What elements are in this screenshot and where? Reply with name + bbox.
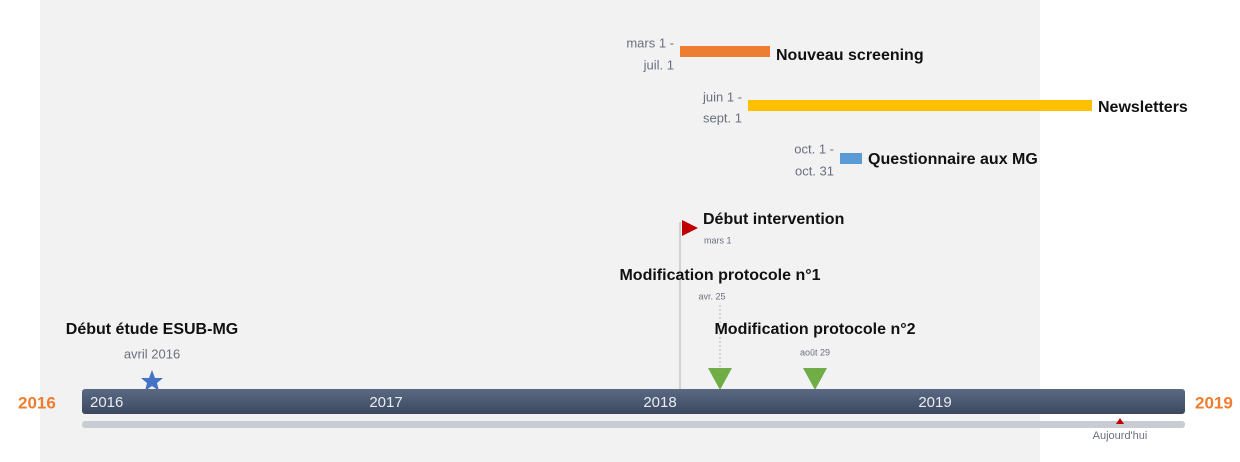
task-date-start: juin 1 -: [702, 89, 742, 104]
today-label: Aujourd'hui: [1093, 430, 1148, 442]
milestone-label: Modification protocole n°1: [619, 267, 820, 284]
timeline-shadow: [82, 421, 1185, 428]
milestone-date: août 29: [800, 347, 830, 357]
task-date-end: sept. 1: [703, 110, 742, 125]
task-bar: [680, 46, 770, 57]
today-marker: [1116, 418, 1124, 424]
milestone-marker: [708, 368, 732, 390]
task-date-end: oct. 31: [795, 163, 834, 178]
task-date-start: oct. 1 -: [794, 141, 834, 156]
year-label: 2018: [643, 394, 676, 411]
task-label: Questionnaire aux MG: [868, 151, 1038, 168]
task-bar: [840, 153, 862, 164]
task-date-end: juil. 1: [643, 57, 674, 72]
milestone-date: avril 2016: [124, 346, 180, 361]
milestone-date: avr. 25: [698, 291, 725, 301]
background-panel: [40, 0, 1040, 462]
task-date-start: mars 1 -: [626, 35, 674, 50]
task-label: Nouveau screening: [776, 47, 924, 64]
task-label: Newsletters: [1098, 99, 1188, 116]
task-bar: [748, 100, 1092, 111]
year-label: 2017: [369, 394, 402, 411]
star-marker: [141, 370, 163, 391]
milestone-label: Modification protocole n°2: [714, 321, 915, 338]
flag: [682, 220, 698, 236]
end-year: 2019: [1195, 393, 1233, 412]
milestone-date: mars 1: [704, 235, 732, 245]
milestone-label: Début étude ESUB-MG: [66, 321, 238, 338]
milestone-marker: [803, 368, 827, 390]
timeline-bar: [82, 389, 1185, 414]
milestone-label: Début intervention: [703, 211, 844, 228]
start-year: 2016: [18, 393, 56, 412]
year-label: 2019: [918, 394, 951, 411]
year-label: 2016: [90, 394, 123, 411]
